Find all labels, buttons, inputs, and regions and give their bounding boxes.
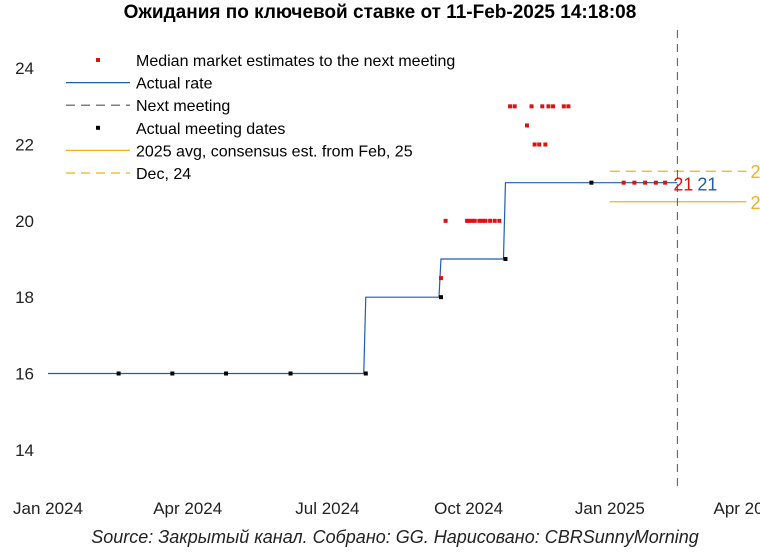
median-estimate-marker (508, 104, 513, 109)
median-estimate-marker (477, 218, 482, 223)
actual-rate-series (48, 182, 678, 375)
median-estimate-marker (546, 104, 551, 109)
median-estimate-marker (529, 104, 534, 109)
median-estimate-marker (443, 218, 448, 223)
annotation-median: 21 (673, 175, 693, 195)
legend-label: Dec, 24 (136, 166, 191, 183)
median-estimate-marker (540, 104, 545, 109)
x-tick-label: Jan 2024 (13, 499, 83, 518)
median-estimate-marker (537, 142, 542, 147)
median-estimate-marker (492, 218, 497, 223)
median-estimate-marker (512, 104, 517, 109)
reference-lines: 20.5 21.3 (609, 162, 760, 213)
median-estimate-marker (483, 218, 488, 223)
median-estimate-marker (466, 218, 471, 223)
source-note: Source: Закрытый канал. Собрано: GG. Нар… (91, 527, 699, 547)
y-tick-label: 18 (15, 288, 34, 307)
chart-title: Ожидания по ключевой ставке от 11-Feb-20… (123, 2, 637, 23)
meeting-date-marker (363, 371, 368, 376)
meeting-date-marker (288, 371, 293, 376)
median-estimates-series (438, 104, 668, 281)
median-estimate-marker (524, 123, 529, 128)
x-tick-label: Oct 2024 (434, 499, 503, 518)
actual-rate-line (48, 182, 678, 375)
meeting-dates-series (116, 180, 594, 376)
meeting-date-marker (170, 371, 175, 376)
legend-label: Actual meeting dates (136, 121, 285, 138)
y-tick-label: 22 (15, 136, 34, 155)
meeting-date-marker (589, 180, 594, 185)
median-estimate-marker (480, 218, 485, 223)
meeting-date-marker (503, 257, 508, 261)
x-tick-label: Apr 2024 (153, 499, 222, 518)
y-tick-label: 24 (15, 59, 34, 78)
median-estimate-marker (561, 104, 566, 109)
meeting-date-marker (438, 295, 443, 300)
median-estimate-marker (469, 218, 474, 223)
legend-marker (96, 125, 100, 130)
y-tick-label: 14 (15, 441, 34, 460)
y-tick-label: 20 (15, 212, 34, 231)
median-estimate-marker (532, 142, 537, 147)
legend-label: Actual rate (136, 76, 213, 93)
y-tick-label: 16 (15, 365, 34, 384)
median-estimate-marker (438, 276, 443, 281)
median-estimate-marker (663, 180, 668, 185)
median-estimate-marker (653, 180, 658, 185)
median-estimate-marker (472, 218, 477, 223)
legend-label: Next meeting (136, 98, 230, 115)
median-estimate-marker (621, 180, 626, 185)
x-axis-ticks: Jan 2024 Apr 2024 Jul 2024 Oct 2024 Jan 2025… (13, 499, 760, 518)
legend-label: 2025 avg, consensus est. from Feb, 25 (136, 143, 413, 160)
median-estimate-marker (566, 104, 571, 109)
annotation-actual: 21 (697, 175, 717, 195)
x-tick-label: Jan 2025 (575, 499, 645, 518)
meeting-date-marker (224, 371, 229, 376)
median-estimate-marker (488, 218, 493, 223)
median-estimate-marker (543, 142, 548, 147)
reference-line-label: 21.3 (750, 162, 760, 182)
reference-line-label: 20.5 (750, 193, 760, 213)
annotations: 21 21 (673, 175, 717, 195)
meeting-date-marker (116, 371, 121, 376)
legend: Median market estimates to the next meet… (66, 53, 455, 183)
median-estimate-marker (497, 218, 502, 223)
legend-label: Median market estimates to the next meet… (136, 53, 455, 70)
y-axis-ticks: 14 16 18 20 22 24 (15, 59, 34, 460)
legend-marker (96, 58, 100, 62)
median-estimate-marker (643, 180, 648, 185)
x-tick-label: Apr 2025 (714, 499, 760, 518)
median-estimate-marker (632, 180, 637, 185)
median-estimate-marker (551, 104, 556, 109)
x-tick-label: Jul 2024 (295, 499, 359, 518)
